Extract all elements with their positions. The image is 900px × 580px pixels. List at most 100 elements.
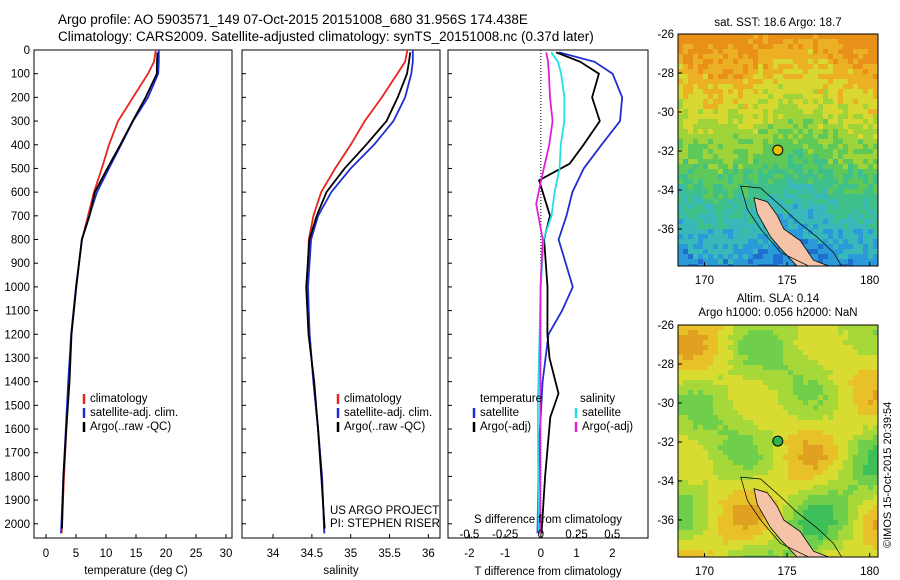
sst-cell (763, 59, 768, 64)
sst-cell (828, 264, 833, 266)
sst-cell (788, 94, 793, 99)
sla-cell (803, 405, 808, 410)
sst-cell (788, 74, 793, 79)
sla-cell (813, 455, 818, 460)
sst-cell (733, 159, 738, 164)
sla-cell (683, 525, 688, 530)
sst-cell (853, 249, 858, 254)
sla-cell (823, 385, 828, 390)
sst-cell (758, 219, 763, 224)
sst-cell (708, 139, 713, 144)
sla-cell (708, 555, 713, 557)
sst-cell (688, 64, 693, 69)
sst-cell (863, 189, 868, 194)
sla-cell (723, 335, 728, 340)
sla-cell (678, 375, 683, 380)
sla-cell (818, 400, 823, 405)
sst-cell (828, 144, 833, 149)
sla-cell (773, 475, 778, 480)
sla-cell (703, 465, 708, 470)
sst-cell (703, 239, 708, 244)
sla-cell (818, 485, 823, 490)
shelf-contour (740, 185, 843, 267)
sst-cell (753, 174, 758, 179)
difference-salinity-line (536, 51, 566, 534)
sst-cell (808, 149, 813, 154)
sst-cell (688, 54, 693, 59)
sst-cell (733, 219, 738, 224)
sst-cell (813, 139, 818, 144)
sst-cell (758, 94, 763, 99)
sla-cell (693, 415, 698, 420)
sst-cell (693, 64, 698, 69)
sla-cell (688, 450, 693, 455)
sst-cell (773, 209, 778, 214)
sla-cell (788, 360, 793, 365)
sla-cell (808, 325, 813, 330)
sla-cell (803, 505, 808, 510)
sla-cell (803, 430, 808, 435)
sst-cell (863, 74, 868, 79)
sla-cell (713, 395, 718, 400)
sst-cell (738, 179, 743, 184)
sla-cell (813, 365, 818, 370)
sla-cell (738, 375, 743, 380)
sst-cell (863, 184, 868, 189)
sst-cell (703, 194, 708, 199)
sla-cell (823, 520, 828, 525)
sla-cell (683, 360, 688, 365)
sst-cell (818, 174, 823, 179)
sla-cell (708, 530, 713, 535)
s-diff-xlabel: S difference from climatology (474, 514, 622, 526)
sla-cell (698, 535, 703, 540)
sst-cell (728, 134, 733, 139)
sst-cell (828, 114, 833, 119)
sla-cell (858, 325, 863, 330)
sst-cell (813, 164, 818, 169)
sla-cell (713, 545, 718, 550)
sla-cell (783, 550, 788, 555)
sla-cell (713, 340, 718, 345)
sla-cell (693, 525, 698, 530)
sla-cell (708, 400, 713, 405)
sst-cell (868, 229, 873, 234)
sst-cell (708, 219, 713, 224)
sla-cell (818, 355, 823, 360)
sst-cell (818, 159, 823, 164)
sst-cell (823, 159, 828, 164)
sst-cell (843, 179, 848, 184)
sst-cell (843, 109, 848, 114)
sla-cell (778, 550, 783, 555)
sst-cell (793, 69, 798, 74)
sla-cell (823, 380, 828, 385)
sst-cell (858, 84, 863, 89)
sla-cell (873, 455, 878, 460)
sla-cell (873, 330, 878, 335)
sla-map-frame (677, 324, 879, 558)
sst-cell (693, 44, 698, 49)
sla-cell (773, 465, 778, 470)
sla-cell (698, 460, 703, 465)
sst-cell (798, 209, 803, 214)
sst-cell (763, 154, 768, 159)
sla-cell (808, 420, 813, 425)
sla-cell (798, 525, 803, 530)
sla-cell (733, 415, 738, 420)
sla-cell (723, 500, 728, 505)
sst-cell (818, 194, 823, 199)
sla-cell (873, 345, 878, 350)
sst-cell (838, 219, 843, 224)
sla-cell (753, 415, 758, 420)
sst-cell (683, 234, 688, 239)
sla-cell (723, 445, 728, 450)
sst-cell (833, 219, 838, 224)
sst-cell (808, 244, 813, 249)
sst-cell (813, 119, 818, 124)
sla-cell (823, 455, 828, 460)
sla-cell (688, 455, 693, 460)
sst-cell (863, 219, 868, 224)
sst-cell (853, 134, 858, 139)
sla-cell (728, 425, 733, 430)
depth-tick-label: 1000 (4, 282, 30, 294)
sla-cell (813, 390, 818, 395)
